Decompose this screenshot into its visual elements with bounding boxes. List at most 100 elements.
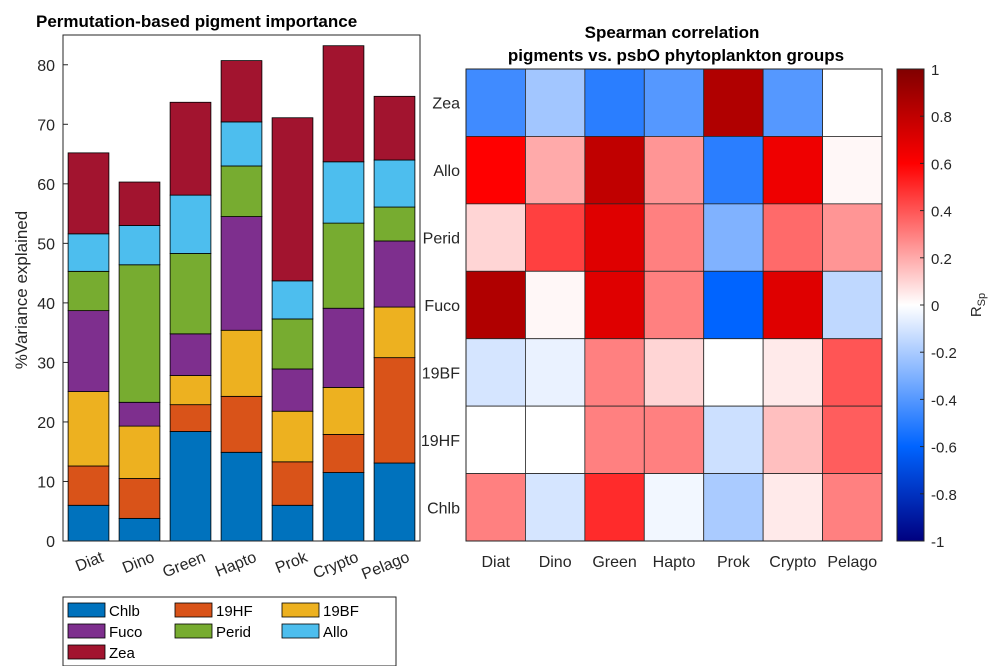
heatmap-cell-perid-pelago <box>822 203 883 272</box>
bar-segment-allo-hapto <box>220 121 263 167</box>
bar-legend: Chlb 19HF 19BF Fuco Perid Allo Zea <box>62 596 397 666</box>
heatmap-x-label: Pelago <box>827 554 877 571</box>
heatmap-cell-chlb-green <box>584 473 645 542</box>
heatmap-cell-allo-pelago <box>822 136 883 205</box>
heatmap-y-label: Fuco <box>424 298 460 315</box>
heatmap-cell-fuco-dino <box>525 270 586 340</box>
heatmap-cell-fuco-crypto <box>762 270 823 340</box>
bar-segment-perid-hapto <box>220 165 263 217</box>
bar-segment-19bf-crypto <box>322 387 365 435</box>
heatmap-cell-19bf-crypto <box>762 338 823 407</box>
heatmap-cell-fuco-hapto <box>643 270 705 340</box>
bar-segment-fuco-dino <box>118 401 161 427</box>
bar-segment-19hf-dino <box>118 478 161 519</box>
bar-y-tick-label: 70 <box>37 117 55 134</box>
heatmap-cell-allo-dino <box>525 136 586 205</box>
bar-segment-zea-dino <box>118 181 161 226</box>
colorbar-label: RSp <box>968 293 988 317</box>
colorbar-tick-label: 0.2 <box>931 251 952 268</box>
heatmap-cell-zea-green <box>584 68 645 137</box>
legend-swatch-chlb <box>67 602 106 618</box>
heatmap-cell-chlb-diat <box>465 473 526 542</box>
heatmap-cell-19hf-prok <box>703 405 764 474</box>
heatmap-cell-chlb-dino <box>525 473 586 542</box>
heatmap-x-label: Green <box>592 554 636 571</box>
bar-segment-allo-green <box>169 194 212 254</box>
bar-segment-19hf-diat <box>67 465 110 506</box>
legend-label-chlb: Chlb <box>109 603 140 620</box>
legend-label-19bf: 19BF <box>323 603 359 620</box>
bar-segment-allo-pelago <box>373 159 416 208</box>
heatmap-cell-chlb-crypto <box>762 473 823 542</box>
bar-segment-19hf-green <box>169 404 212 432</box>
heatmap-cells <box>465 68 883 542</box>
heatmap-cell-perid-green <box>584 203 645 272</box>
bar-segment-chlb-hapto <box>220 451 263 542</box>
heatmap-title-line2: pigments vs. psbO phytoplankton groups <box>508 46 844 65</box>
heatmap-cell-19hf-green <box>584 405 645 474</box>
heatmap-cell-19hf-diat <box>465 405 526 474</box>
bar-y-tick-label: 30 <box>37 355 55 372</box>
heatmap-cell-fuco-prok <box>703 270 764 340</box>
bar-marks <box>67 45 416 542</box>
heatmap-cell-allo-hapto <box>643 136 705 205</box>
heatmap-frame <box>465 68 883 542</box>
bar-segment-chlb-dino <box>118 517 161 542</box>
colorbar-tick-label: 0 <box>931 298 939 315</box>
heatmap-cell-perid-dino <box>525 203 586 272</box>
heatmap-cell-fuco-diat <box>465 270 526 340</box>
bar-segment-zea-green <box>169 101 212 196</box>
bar-x-tick-label: Dino <box>120 549 157 577</box>
colorbar-tick-label: 0.8 <box>931 109 952 126</box>
heatmap-x-labels: Diat Dino Green Hapto Prok Crypto Pelago <box>481 554 877 571</box>
heatmap-cell-allo-prok <box>703 136 764 205</box>
legend-label-19hf: 19HF <box>216 603 253 620</box>
bar-segment-19bf-diat <box>67 391 110 467</box>
bar-segment-zea-prok <box>271 117 314 282</box>
bar-segment-perid-prok <box>271 318 314 370</box>
heatmap-cell-19bf-hapto <box>643 338 705 407</box>
legend-box <box>62 596 397 666</box>
bar-segment-19hf-prok <box>271 461 314 506</box>
bar-y-tick-label: 20 <box>37 415 55 432</box>
heatmap-cell-19bf-pelago <box>822 338 883 407</box>
heatmap-cell-fuco-green <box>584 270 645 340</box>
bar-segment-19hf-pelago <box>373 357 416 464</box>
heatmap-cell-19hf-dino <box>525 405 586 474</box>
colorbar-label-sub: Sp <box>976 293 988 306</box>
heatmap-x-label: Prok <box>717 554 751 571</box>
bar-segment-perid-green <box>169 253 212 335</box>
bar-segment-19bf-prok <box>271 410 314 463</box>
colorbar <box>896 68 925 542</box>
colorbar-tick-label: 1 <box>931 62 939 79</box>
heatmap-chart: Spearman correlation pigments vs. psbO p… <box>421 23 988 571</box>
bar-segment-fuco-crypto <box>322 307 365 388</box>
legend-swatch-fuco <box>67 623 106 639</box>
heatmap-cell-perid-crypto <box>762 203 823 272</box>
bar-segment-zea-pelago <box>373 95 416 161</box>
heatmap-cell-19bf-green <box>584 338 645 407</box>
heatmap-cell-zea-pelago <box>822 68 883 137</box>
heatmap-y-label: Allo <box>433 163 460 180</box>
bar-segment-chlb-prok <box>271 504 314 542</box>
heatmap-cell-chlb-pelago <box>822 473 883 542</box>
heatmap-y-label: 19BF <box>422 365 460 382</box>
colorbar-tick-label: -0.2 <box>931 345 957 362</box>
bar-y-ticks: 0 10 20 30 40 50 60 70 80 <box>37 58 68 551</box>
heatmap-cell-allo-crypto <box>762 136 823 205</box>
bar-segment-19hf-crypto <box>322 434 365 473</box>
heatmap-cell-allo-green <box>584 136 645 205</box>
colorbar-tick-label: -0.4 <box>931 392 957 409</box>
bar-segment-allo-crypto <box>322 161 365 224</box>
heatmap-cell-fuco-pelago <box>822 270 883 340</box>
legend-swatch-allo <box>281 623 320 639</box>
bar-x-tick-label: Diat <box>73 549 106 576</box>
bar-segment-19bf-hapto <box>220 329 263 397</box>
heatmap-cell-zea-hapto <box>643 68 705 137</box>
bar-y-tick-label: 0 <box>46 534 55 551</box>
colorbar-ticks: 1 0.8 0.6 0.4 0.2 0 -0.2 -0.4 -0.6 -0.8 -1 <box>920 62 957 551</box>
stacked-bar-chart: Permutation-based pigment importance %Va… <box>12 12 421 666</box>
bar-segment-chlb-diat <box>67 504 110 542</box>
heatmap-cell-perid-diat <box>465 203 526 272</box>
heatmap-cell-zea-dino <box>525 68 586 137</box>
